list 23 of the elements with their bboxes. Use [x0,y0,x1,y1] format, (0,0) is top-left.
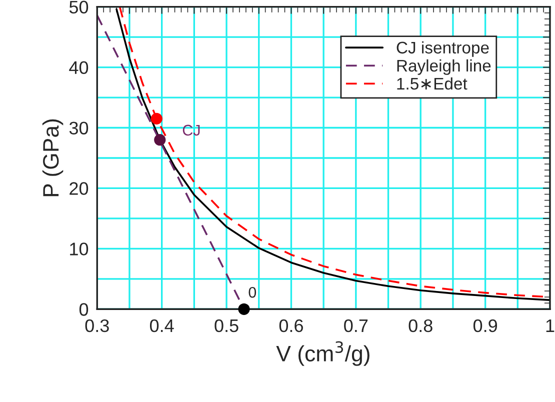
x-tick-label: 0.3 [85,319,109,332]
x-tick-label: 0.9 [473,319,498,332]
x-tick-label: 0.4 [150,319,174,332]
point [238,303,250,315]
y-axis-title: P (GPa) [42,119,64,196]
y-tick-label: 10 [70,242,88,256]
x-tick-label: 0.5 [214,319,238,332]
legend-label: Rayleigh line [397,59,491,75]
x-tick-label: 0.7 [344,319,368,332]
annotation: 0 [248,286,256,298]
x-tick-label: 1 [546,320,554,332]
x-axis-title: V (cm$^{3}$/g) [276,341,370,366]
legend-label: CJ isentrope [396,41,489,57]
y-tick-label: 20 [70,182,88,195]
legend-label: 1.5∗Edet [397,77,468,90]
y-tick-label: 40 [69,61,88,74]
y-tick-label: 0 [79,303,88,316]
y-tick-label: 30 [69,122,88,134]
point [150,112,162,124]
y-tick-label: 50 [69,0,88,14]
point [154,134,166,146]
x-tick-label: 0.8 [408,319,432,332]
x-tick-label: 0.6 [279,319,303,332]
